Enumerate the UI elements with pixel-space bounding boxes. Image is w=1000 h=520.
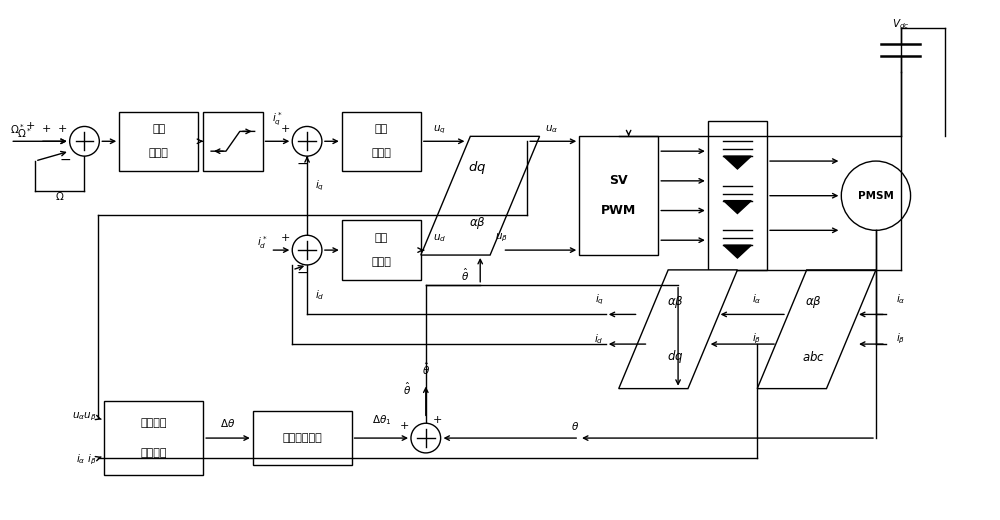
Text: 角度平滑补偿: 角度平滑补偿	[282, 433, 322, 443]
Text: $i_d$: $i_d$	[315, 288, 325, 302]
Polygon shape	[724, 245, 751, 258]
FancyBboxPatch shape	[253, 411, 352, 465]
Text: +: +	[58, 124, 67, 134]
Text: $i_\beta$: $i_\beta$	[896, 332, 905, 346]
Text: $\alpha\beta$: $\alpha\beta$	[469, 215, 486, 231]
Text: $i_\alpha$: $i_\alpha$	[752, 293, 762, 306]
Text: 电流: 电流	[375, 124, 388, 134]
FancyBboxPatch shape	[342, 112, 421, 171]
Text: 调节器: 调节器	[371, 257, 391, 267]
Text: +: +	[25, 122, 35, 132]
FancyBboxPatch shape	[203, 112, 263, 171]
Text: PMSM: PMSM	[858, 191, 894, 201]
Text: SV: SV	[609, 174, 628, 187]
Text: $\alpha\beta$: $\alpha\beta$	[805, 294, 822, 309]
Text: +: +	[399, 421, 409, 431]
Text: $\Delta\theta_1$: $\Delta\theta_1$	[372, 413, 391, 427]
Text: $i_q^*$: $i_q^*$	[272, 111, 283, 128]
Text: +: +	[42, 124, 52, 134]
Polygon shape	[724, 201, 751, 214]
Text: $-$: $-$	[59, 152, 71, 166]
Text: 偏差计算: 偏差计算	[140, 448, 167, 458]
Text: $u_\beta$: $u_\beta$	[495, 232, 508, 244]
Circle shape	[411, 423, 441, 453]
Text: $u_q$: $u_q$	[433, 123, 446, 136]
Text: $i_q$: $i_q$	[315, 178, 324, 193]
Circle shape	[841, 161, 911, 230]
Text: $\Omega^*$: $\Omega^*$	[17, 126, 32, 140]
Text: $\hat{\theta}$: $\hat{\theta}$	[422, 361, 430, 377]
Polygon shape	[757, 270, 876, 388]
Text: 电流: 电流	[375, 233, 388, 243]
Polygon shape	[724, 156, 751, 169]
Text: 速度: 速度	[152, 124, 165, 134]
Text: +: +	[281, 124, 290, 134]
Text: $\alpha\beta$: $\alpha\beta$	[667, 294, 684, 309]
FancyBboxPatch shape	[104, 401, 203, 475]
Text: $u_\alpha$: $u_\alpha$	[545, 124, 558, 135]
Text: $i_d^*$: $i_d^*$	[257, 234, 268, 251]
Text: $i_\alpha$: $i_\alpha$	[896, 293, 905, 306]
Text: 调节器: 调节器	[371, 148, 391, 158]
Circle shape	[292, 235, 322, 265]
Circle shape	[70, 126, 99, 156]
Text: $\Omega$: $\Omega$	[55, 190, 64, 202]
Circle shape	[292, 126, 322, 156]
Text: $i_q$: $i_q$	[595, 292, 604, 307]
Text: 调节器: 调节器	[149, 148, 169, 158]
Text: $\theta$: $\theta$	[571, 420, 579, 432]
FancyBboxPatch shape	[579, 136, 658, 255]
Text: 转子位置: 转子位置	[140, 418, 167, 428]
Text: +: +	[281, 233, 290, 243]
Text: $V_{dc}$: $V_{dc}$	[892, 18, 909, 31]
Text: $\Delta\theta$: $\Delta\theta$	[220, 417, 236, 429]
Text: $dq$: $dq$	[468, 160, 486, 176]
FancyBboxPatch shape	[119, 112, 198, 171]
Polygon shape	[619, 270, 737, 388]
Polygon shape	[421, 136, 540, 255]
Text: $u_\alpha u_\beta$: $u_\alpha u_\beta$	[72, 410, 96, 423]
Text: $i_d$: $i_d$	[594, 332, 604, 346]
Text: $dq$: $dq$	[667, 348, 683, 366]
Text: $\hat{\theta}$: $\hat{\theta}$	[403, 381, 411, 397]
FancyBboxPatch shape	[708, 122, 767, 270]
Text: $-$: $-$	[296, 156, 308, 170]
Text: $u_d$: $u_d$	[433, 232, 446, 244]
Text: $\hat{\theta}$: $\hat{\theta}$	[461, 267, 469, 283]
Text: $abc$: $abc$	[802, 350, 825, 364]
FancyBboxPatch shape	[342, 220, 421, 280]
Text: $-$: $-$	[296, 265, 308, 279]
Text: +: +	[433, 415, 442, 425]
Text: $\Omega^*$: $\Omega^*$	[10, 123, 25, 136]
Text: $i_\beta$: $i_\beta$	[752, 332, 762, 346]
Text: $i_\alpha\ i_\beta$: $i_\alpha\ i_\beta$	[76, 452, 96, 467]
Text: PWM: PWM	[601, 204, 636, 217]
